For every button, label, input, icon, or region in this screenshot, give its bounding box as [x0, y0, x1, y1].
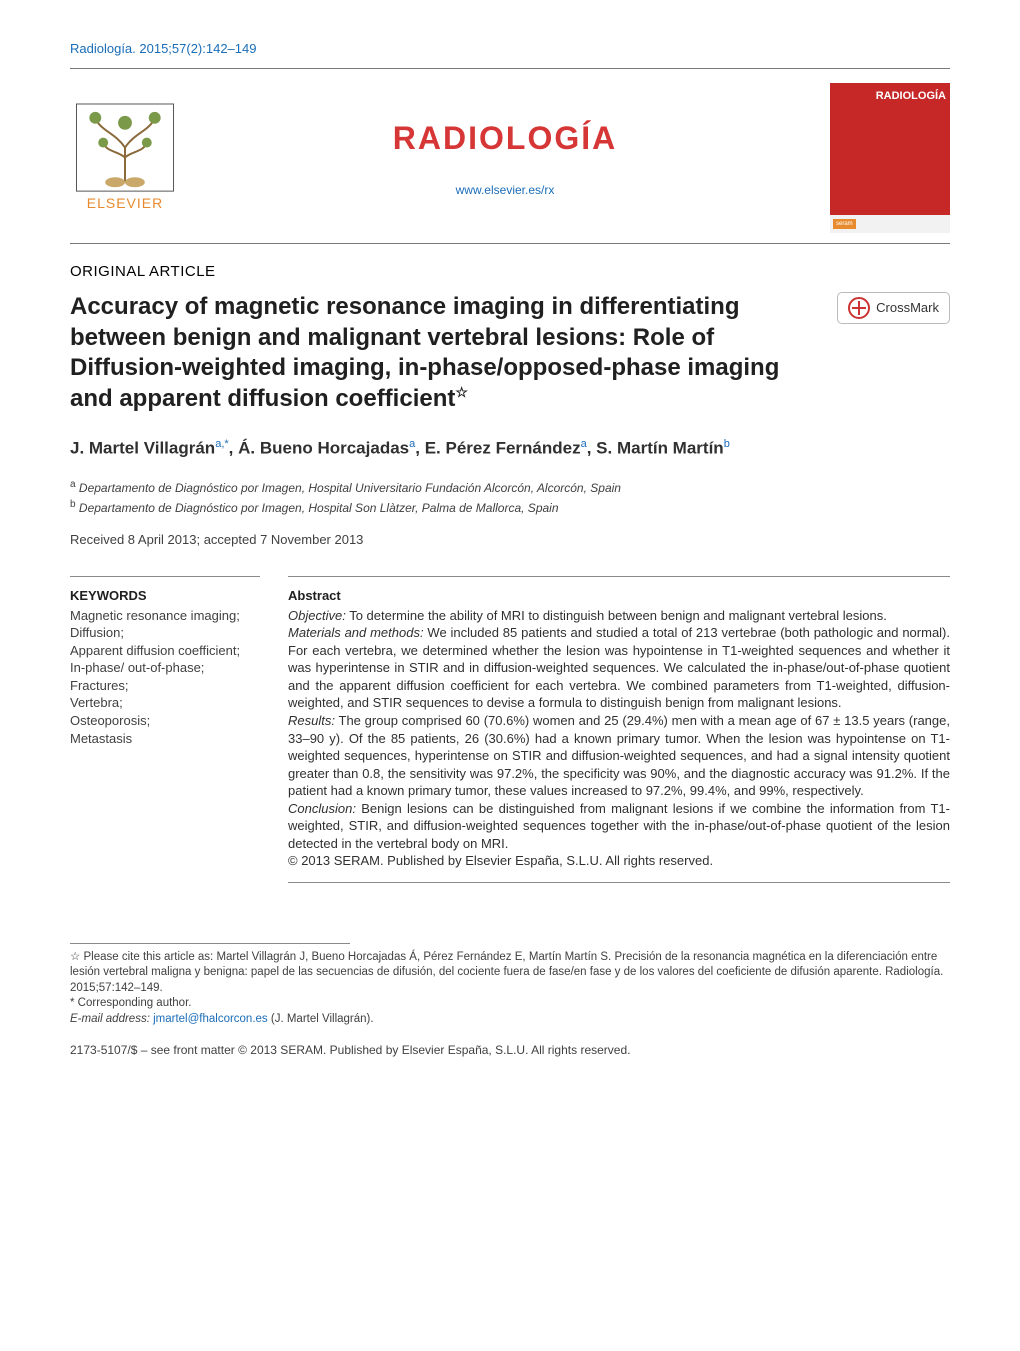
- corresponding-footnote: * Corresponding author.: [70, 996, 950, 1012]
- abstract-objective: Objective: To determine the ability of M…: [288, 607, 950, 625]
- keyword-item: Magnetic resonance imaging;: [70, 607, 260, 625]
- journal-cover-thumb: RADIOLOGÍA seram: [830, 83, 950, 233]
- email-footnote: E-mail address: jmartel@fhalcorcon.es (J…: [70, 1012, 950, 1028]
- keywords-column: KEYWORDS Magnetic resonance imaging; Dif…: [70, 576, 260, 883]
- keyword-item: Apparent diffusion coefficient;: [70, 642, 260, 660]
- affiliation-b: b Departamento de Diagnóstico por Imagen…: [70, 498, 950, 516]
- abstract-methods: Materials and methods: We included 85 pa…: [288, 624, 950, 712]
- abstract-heading: Abstract: [288, 587, 950, 605]
- abstract-column: Abstract Objective: To determine the abi…: [288, 576, 950, 883]
- journal-banner: ELSEVIER RADIOLOGÍA www.elsevier.es/rx R…: [70, 73, 950, 239]
- front-matter-line: 2173-5107/$ – see front matter © 2013 SE…: [70, 1042, 950, 1058]
- author-1: J. Martel Villagrán: [70, 438, 215, 457]
- journal-url[interactable]: www.elsevier.es/rx: [180, 182, 830, 198]
- article-type: ORIGINAL ARTICLE: [70, 262, 950, 282]
- footnote-rule: [70, 943, 350, 944]
- keyword-item: Osteoporosis;: [70, 712, 260, 730]
- journal-center-block: RADIOLOGÍA www.elsevier.es/rx: [180, 117, 830, 198]
- elsevier-wordmark: ELSEVIER: [87, 194, 163, 213]
- author-2: Á. Bueno Horcajadas: [238, 438, 409, 457]
- keyword-item: Fractures;: [70, 677, 260, 695]
- crossmark-label: CrossMark: [876, 299, 939, 317]
- journal-title: RADIOLOGÍA: [180, 117, 830, 160]
- running-citation: Radiología. 2015;57(2):142–149: [70, 40, 950, 58]
- elsevier-logo: ELSEVIER: [70, 103, 180, 213]
- keyword-item: Vertebra;: [70, 694, 260, 712]
- article-title-text: Accuracy of magnetic resonance imaging i…: [70, 293, 779, 412]
- abstract-block: KEYWORDS Magnetic resonance imaging; Dif…: [70, 576, 950, 883]
- abstract-results: Results: The group comprised 60 (70.6%) …: [288, 712, 950, 800]
- article-title: Accuracy of magnetic resonance imaging i…: [70, 292, 817, 415]
- keyword-item: In-phase/ out-of-phase;: [70, 659, 260, 677]
- author-3: E. Pérez Fernández: [425, 438, 581, 457]
- header-rule-top: [70, 68, 950, 69]
- keyword-item: Metastasis: [70, 730, 260, 748]
- header-rule-bottom: [70, 243, 950, 244]
- article-dates: Received 8 April 2013; accepted 7 Novemb…: [70, 531, 950, 549]
- crossmark-badge[interactable]: CrossMark: [837, 292, 950, 324]
- author-4: S. Martín Martín: [596, 438, 724, 457]
- affiliation-a: a Departamento de Diagnóstico por Imagen…: [70, 478, 950, 496]
- abstract-conclusion: Conclusion: Benign lesions can be distin…: [288, 800, 950, 853]
- abstract-copyright: © 2013 SERAM. Published by Elsevier Espa…: [288, 852, 950, 870]
- keyword-item: Diffusion;: [70, 624, 260, 642]
- cite-as-footnote: ☆ Please cite this article as: Martel Vi…: [70, 950, 950, 997]
- email-link[interactable]: jmartel@fhalcorcon.es: [153, 1013, 268, 1025]
- author-line: J. Martel Villagrána,*, Á. Bueno Horcaja…: [70, 437, 950, 461]
- cover-thumb-title: RADIOLOGÍA: [876, 89, 946, 104]
- crossmark-icon: [848, 297, 870, 319]
- keywords-heading: KEYWORDS: [70, 587, 260, 605]
- cover-thumb-footer: seram: [830, 215, 950, 233]
- tree-icon: [75, 103, 175, 192]
- footnotes: ☆ Please cite this article as: Martel Vi…: [70, 943, 950, 1028]
